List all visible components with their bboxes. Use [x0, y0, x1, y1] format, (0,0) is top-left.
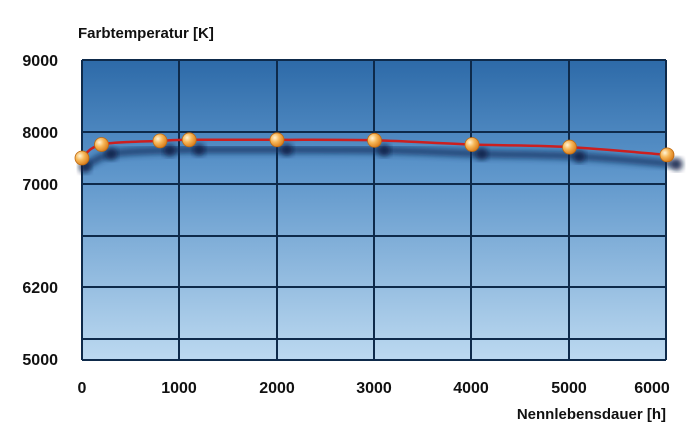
shadow-dot: [378, 144, 391, 157]
data-point: [367, 132, 382, 148]
data-point: [269, 132, 285, 148]
x-tick-label: 1000: [161, 380, 197, 397]
x-tick-labels: 0 1000 2000 3000 4000 5000 6000: [78, 380, 670, 397]
y-tick-label: 7000: [22, 177, 58, 194]
x-tick-label: 4000: [453, 380, 489, 397]
series-markers: [74, 132, 675, 166]
y-tick-label: 8000: [22, 125, 58, 142]
x-tick-label: 0: [78, 380, 87, 397]
y-tick-label: 6200: [22, 280, 58, 297]
y-tick-label: 9000: [22, 53, 58, 70]
data-point: [659, 147, 675, 163]
x-tick-label: 3000: [356, 380, 392, 397]
shadow-dot: [193, 143, 205, 156]
y-axis-label: Farbtemperatur [K]: [78, 25, 214, 42]
x-tick-label: 6000: [634, 380, 670, 397]
data-point: [562, 139, 577, 155]
series-shadow: [78, 143, 683, 173]
data-point: [464, 137, 480, 152]
data-point: [152, 133, 168, 149]
shadow-dot: [105, 147, 118, 160]
data-point: [94, 137, 109, 152]
shadow-dot: [163, 144, 176, 157]
grid: [81, 59, 667, 361]
shadow-dot: [573, 150, 586, 163]
y-tick-labels: 9000 8000 7000 6200 5000: [22, 53, 58, 369]
data-point: [74, 150, 90, 166]
shadow-dot: [670, 158, 683, 171]
y-tick-label: 5000: [22, 352, 58, 369]
x-tick-label: 2000: [259, 380, 295, 397]
x-axis-label: Nennlebensdauer [h]: [517, 406, 666, 423]
data-point: [181, 132, 197, 148]
shadow-dot: [280, 143, 293, 156]
series-line: [81, 138, 668, 160]
shadow-dot: [475, 147, 488, 160]
shadow-line: [83, 146, 678, 170]
x-tick-label: 5000: [551, 380, 587, 397]
